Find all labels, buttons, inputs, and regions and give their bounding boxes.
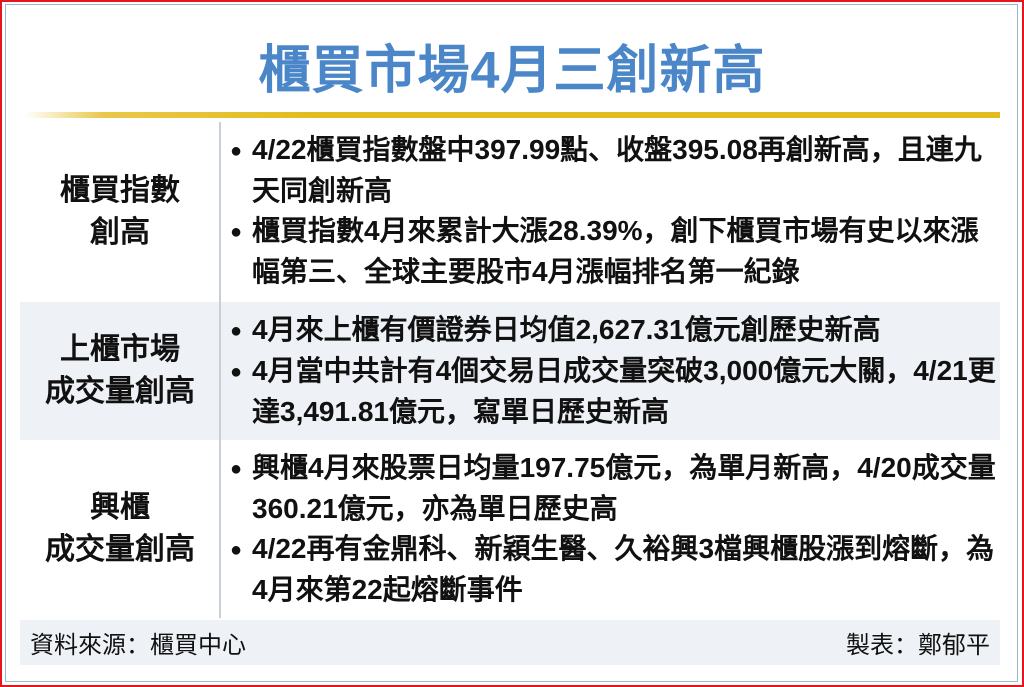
row-label-line: 成交量創高 bbox=[45, 533, 195, 566]
table-row: 興櫃 成交量創高 興櫃4月來股票日均量197.75億元，為單月新高，4/20成交… bbox=[20, 440, 1000, 618]
bullet-item: 興櫃4月來股票日均量197.75億元，為單月新高，4/20成交量360.21億元… bbox=[230, 448, 1000, 529]
bullet-item: 4月來上櫃有價證券日均值2,627.31億元創歷史新高 bbox=[230, 310, 1000, 351]
page-title: 櫃買市場4月三創新高 bbox=[258, 42, 766, 100]
bullet-item: 4/22再有金鼎科、新穎生醫、久裕興3檔興櫃股漲到熔斷，為4月來第22起熔斷事件 bbox=[230, 529, 1000, 610]
row-label-line: 上櫃市場 bbox=[60, 333, 180, 366]
author-credit: 製表：鄭郁平 bbox=[846, 632, 990, 659]
row-label: 興櫃 成交量創高 bbox=[20, 440, 220, 618]
row-label-line: 成交量創高 bbox=[45, 375, 195, 408]
row-label: 櫃買指數 創高 bbox=[20, 122, 220, 302]
title-divider bbox=[25, 112, 1000, 118]
column-divider bbox=[219, 122, 221, 618]
row-label: 上櫃市場 成交量創高 bbox=[20, 302, 220, 440]
row-label-line: 櫃買指數 bbox=[60, 174, 180, 207]
row-label-line: 創高 bbox=[90, 216, 150, 249]
footer: 資料來源：櫃買中心 製表：鄭郁平 bbox=[20, 620, 1000, 665]
row-label-line: 興櫃 bbox=[90, 491, 150, 524]
bullet-item: 4/22櫃買指數盤中397.99點、收盤395.08再創新高，且連九天同創新高 bbox=[230, 130, 1000, 211]
table-row: 上櫃市場 成交量創高 4月來上櫃有價證券日均值2,627.31億元創歷史新高 4… bbox=[20, 302, 1000, 440]
table-row: 櫃買指數 創高 4/22櫃買指數盤中397.99點、收盤395.08再創新高，且… bbox=[20, 122, 1000, 302]
inner-border bbox=[5, 4, 1018, 682]
bullet-item: 櫃買指數4月來累計大漲28.39%，創下櫃買市場有史以來漲幅第三、全球主要股市4… bbox=[230, 211, 1000, 292]
bullet-item: 4月當中共計有4個交易日成交量突破3,000億元大關，4/21更達3,491.8… bbox=[230, 351, 1000, 432]
source-note: 資料來源：櫃買中心 bbox=[30, 632, 246, 659]
